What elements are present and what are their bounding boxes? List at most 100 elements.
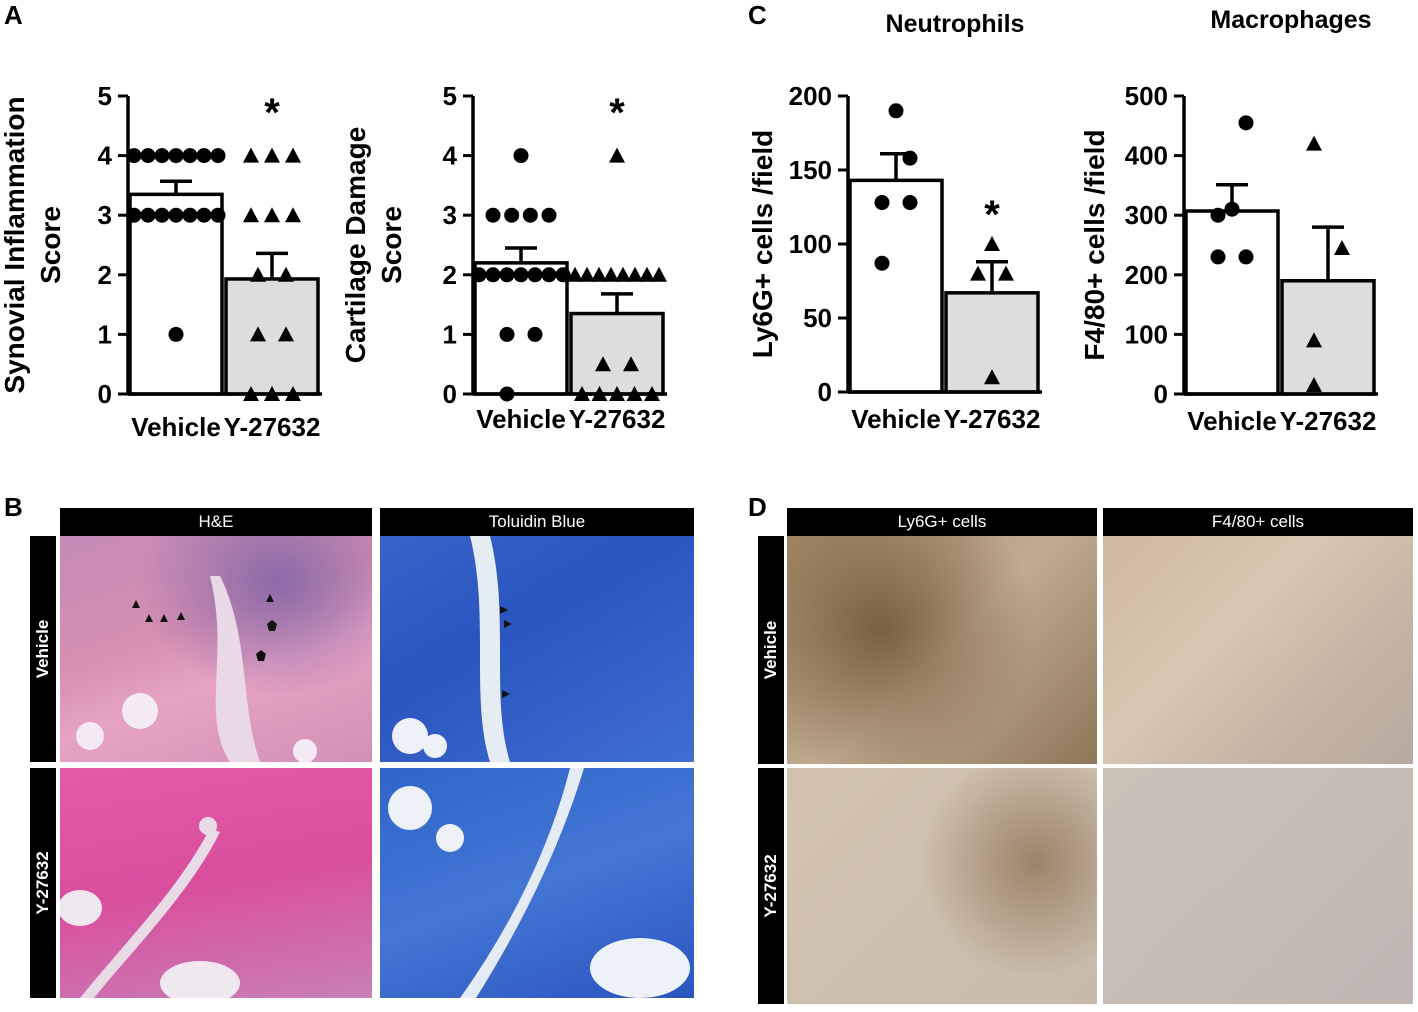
- f480-y27632-image: [1103, 768, 1413, 1004]
- y-axis-label-line2: Score: [35, 206, 66, 284]
- data-point: [984, 369, 1000, 385]
- x-category-label: Vehicle: [851, 404, 941, 434]
- data-point: [471, 267, 487, 283]
- data-point: [285, 147, 301, 163]
- x-category-label: Y-27632: [569, 404, 666, 434]
- significance-star: *: [984, 193, 1000, 237]
- data-point: [527, 326, 543, 342]
- row-label-vehicle-d: Vehicle: [758, 536, 784, 764]
- data-point: [485, 207, 501, 223]
- data-point: [1334, 239, 1350, 255]
- data-point: [1224, 201, 1240, 217]
- data-point: [154, 148, 170, 164]
- data-point: [513, 148, 529, 164]
- y-tick-label: 0: [1154, 379, 1168, 409]
- data-point: [485, 267, 501, 283]
- data-point: [874, 195, 890, 211]
- data-point: [210, 148, 226, 164]
- data-point: [609, 147, 625, 163]
- data-point: [499, 326, 515, 342]
- data-point: [278, 326, 294, 342]
- data-point: [874, 255, 890, 271]
- panel-label-a: A: [4, 0, 23, 30]
- y-tick-label: 500: [1125, 81, 1168, 111]
- data-point: [168, 207, 184, 223]
- y-tick-label: 1: [443, 319, 457, 349]
- y-tick-label: 0: [818, 377, 832, 407]
- y-tick-label: 300: [1125, 200, 1168, 230]
- bar-vehicle: [848, 178, 944, 394]
- y-tick-label: 2: [443, 260, 457, 290]
- y-axis-label: F4/80+ cells /field: [1079, 129, 1110, 360]
- synovial-score-chart: Synovial Inflammation Score * 0 1 2 3 4 5 Vehicle…: [0, 81, 322, 442]
- y-tick-label: 50: [803, 303, 832, 333]
- data-point: [888, 103, 904, 119]
- y-tick-label: 100: [1125, 319, 1168, 349]
- data-point: [504, 207, 520, 223]
- data-point: [140, 207, 156, 223]
- y-tick-label: 3: [443, 200, 457, 230]
- x-category-label: Vehicle: [131, 412, 221, 442]
- data-point: [278, 266, 294, 282]
- he-vehicle-image: [60, 536, 372, 762]
- bar-y-27632: [224, 277, 320, 396]
- y-tick-label: 4: [443, 141, 458, 171]
- data-point: [499, 267, 515, 283]
- x-category-label: Vehicle: [476, 404, 566, 434]
- data-point: [970, 265, 986, 281]
- data-point: [250, 266, 266, 282]
- data-point: [1238, 249, 1254, 265]
- y-tick-label: 0: [443, 379, 457, 409]
- y-axis-label: Ly6G+ cells /field: [747, 130, 778, 359]
- data-point: [541, 207, 557, 223]
- data-point: [595, 356, 611, 372]
- data-point: [651, 266, 667, 282]
- macrophages-chart: Macrophages F4/80+ cells /field 0 100 200 300…: [1079, 6, 1378, 436]
- y-tick-label: 100: [789, 229, 832, 259]
- data-point: [243, 147, 259, 163]
- ly6g-vehicle-image: [787, 536, 1097, 764]
- data-point: [243, 207, 259, 223]
- row-label-y27632-d: Y-27632: [758, 768, 784, 1004]
- y-tick-label: 200: [1125, 260, 1168, 290]
- col-header-f480: F4/80+ cells: [1103, 508, 1413, 536]
- x-category-label: Y-27632: [1280, 406, 1377, 436]
- data-point: [567, 266, 583, 282]
- data-point: [1306, 377, 1322, 393]
- data-point: [196, 207, 212, 223]
- col-header-ly6g: Ly6G+ cells: [787, 508, 1097, 536]
- he-y27632-image: [60, 768, 372, 998]
- significance-star: *: [609, 91, 625, 135]
- panel-label-d: D: [748, 492, 767, 522]
- panel-label-c: C: [748, 0, 767, 30]
- data-point: [522, 207, 538, 223]
- data-point: [154, 207, 170, 223]
- data-point: [140, 148, 156, 164]
- data-point: [902, 195, 918, 211]
- data-point: [168, 326, 184, 342]
- data-point: [1210, 207, 1226, 223]
- data-point: [639, 266, 655, 282]
- toluidin-y27632-image: [380, 768, 694, 998]
- data-point: [513, 267, 529, 283]
- y-tick-label: 3: [98, 200, 112, 230]
- neutrophils-chart: Neutrophils Ly6G+ cells /field * 0 50 100 150 2…: [747, 10, 1042, 434]
- y-tick-label: 5: [443, 81, 457, 111]
- y-axis-label: Synovial Inflammation: [0, 96, 30, 393]
- y-tick-label: 4: [98, 141, 113, 171]
- data-point: [1238, 115, 1254, 131]
- data-point: [126, 207, 142, 223]
- chart-title: Neutrophils: [886, 10, 1025, 38]
- chart-title: Macrophages: [1210, 6, 1371, 34]
- y-tick-label: 5: [98, 81, 112, 111]
- toluidin-vehicle-image: [380, 536, 694, 762]
- y-tick-label: 2: [98, 260, 112, 290]
- x-category-label: Y-27632: [944, 404, 1041, 434]
- y-tick-label: 400: [1125, 141, 1168, 171]
- y-tick-label: 0: [98, 379, 112, 409]
- data-point: [527, 267, 543, 283]
- data-point: [555, 267, 571, 283]
- data-point: [998, 265, 1014, 281]
- data-point: [541, 267, 557, 283]
- cartilage-damage-chart: Cartilage Damage Score * 0 1 2 3 4 5 Vehicle Y-276…: [340, 81, 667, 434]
